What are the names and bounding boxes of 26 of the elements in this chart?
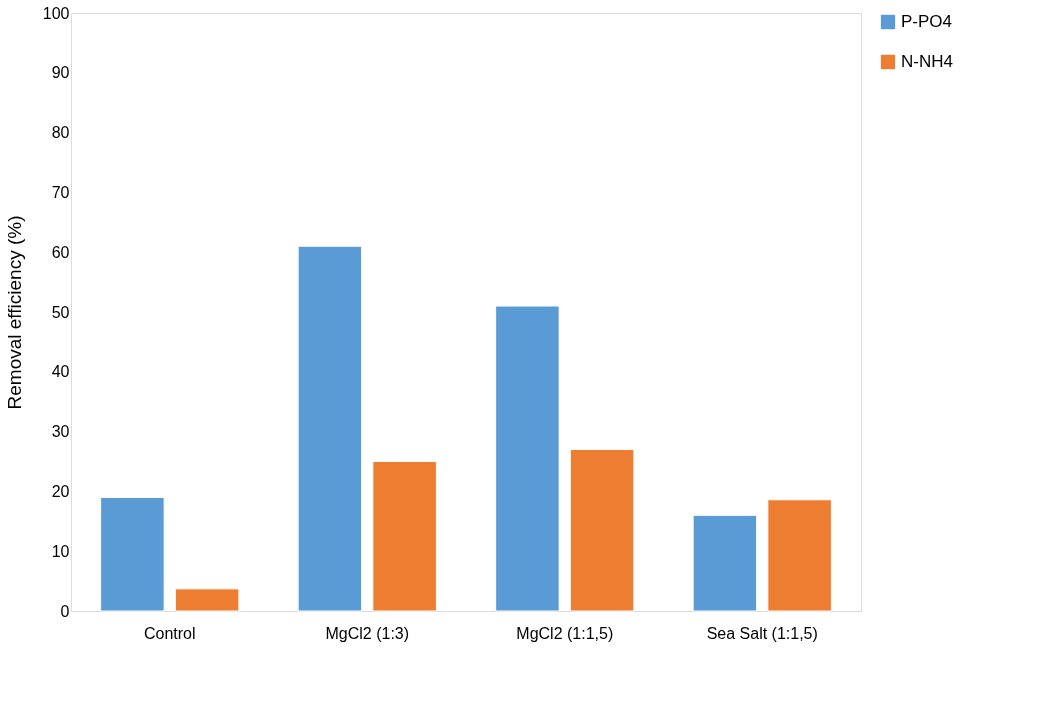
x-tick-label: MgCl2 (1:1,5) bbox=[516, 624, 614, 642]
y-tick-label: 100 bbox=[42, 4, 70, 22]
bar bbox=[569, 449, 635, 612]
legend-label: P-PO4 bbox=[901, 12, 953, 31]
y-tick-label: 30 bbox=[51, 423, 70, 441]
bar bbox=[495, 305, 560, 612]
x-tick-label: MgCl2 (1:3) bbox=[325, 624, 410, 642]
y-tick-label: 0 bbox=[60, 602, 70, 620]
bar bbox=[372, 461, 437, 612]
y-tick-label: 40 bbox=[51, 363, 70, 381]
y-tick-label: 10 bbox=[51, 542, 70, 560]
bar bbox=[100, 496, 165, 612]
y-tick-label: 90 bbox=[51, 64, 70, 82]
y-axis-title: Removal efficiency (%) bbox=[3, 215, 25, 410]
bar bbox=[297, 245, 363, 612]
bar bbox=[692, 514, 758, 612]
y-tick-label: 80 bbox=[51, 124, 70, 142]
y-tick-label: 70 bbox=[51, 183, 70, 201]
x-tick-label: Control bbox=[143, 624, 196, 642]
y-tick-label: 60 bbox=[51, 243, 70, 261]
bar bbox=[174, 588, 240, 612]
y-tick-label: 20 bbox=[51, 482, 70, 500]
legend-label: N-NH4 bbox=[901, 52, 953, 71]
bar bbox=[767, 499, 832, 612]
y-tick-label: 50 bbox=[51, 303, 70, 321]
x-tick-label: Sea Salt (1:1,5) bbox=[706, 624, 818, 642]
